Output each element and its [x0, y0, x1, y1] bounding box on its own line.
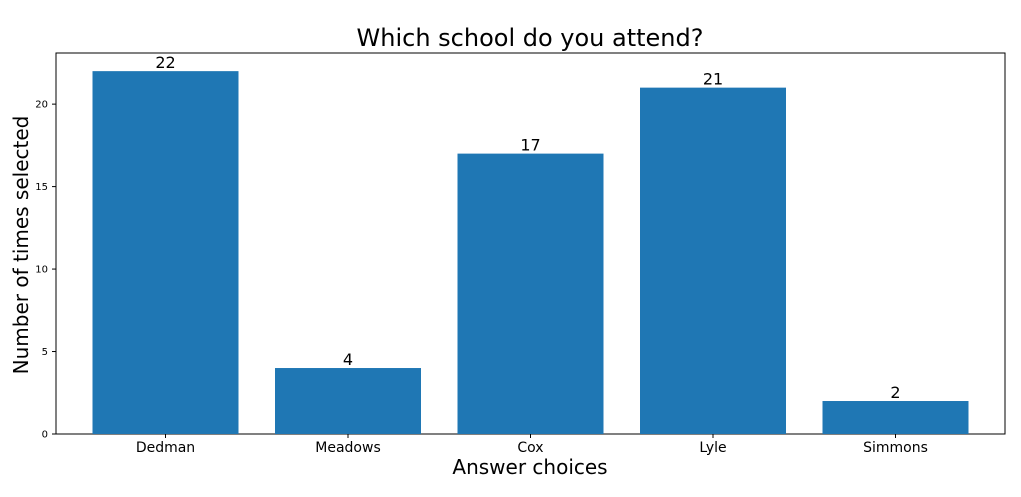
y-tick-label: 0 [42, 430, 48, 441]
data-label-dedman: 22 [155, 53, 175, 72]
bar-lyle [640, 87, 786, 435]
x-tick-label-meadows: Meadows [315, 440, 380, 456]
x-tick-label-dedman: Dedman [136, 440, 195, 456]
chart-title: Which school do you attend? [357, 24, 704, 52]
bar-simmons [822, 401, 969, 434]
x-tick-label-cox: Cox [517, 440, 543, 456]
data-label-meadows: 4 [343, 350, 353, 369]
x-tick-label-simmons: Simmons [863, 440, 928, 456]
bars-group [92, 71, 969, 435]
y-axis-label: Number of times selected [9, 116, 33, 375]
y-tick-label: 20 [35, 100, 48, 111]
x-axis-ticks: Dedman Meadows Cox Lyle Simmons [136, 434, 928, 456]
y-tick-label: 10 [35, 265, 48, 276]
x-axis-label: Answer choices [452, 455, 607, 479]
y-axis-ticks: 0 5 10 15 20 [35, 100, 56, 441]
y-tick-label: 5 [42, 347, 48, 358]
data-label-simmons: 2 [890, 383, 900, 402]
bar-dedman [92, 71, 239, 435]
data-labels-group: 22 4 17 21 2 [155, 53, 900, 402]
x-tick-label-lyle: Lyle [699, 440, 726, 456]
data-label-cox: 17 [520, 136, 540, 155]
bar-meadows [275, 368, 421, 434]
data-label-lyle: 21 [703, 70, 723, 89]
y-tick-label: 15 [35, 182, 48, 193]
bar-cox [457, 153, 604, 434]
